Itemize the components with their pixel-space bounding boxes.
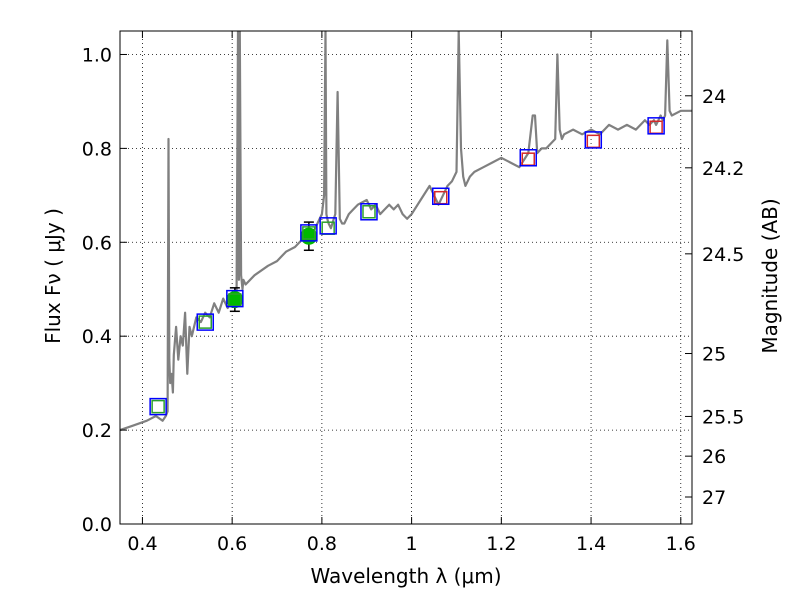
- filter-square-marker: [196, 313, 214, 331]
- x-tick-label: 1.2: [486, 533, 516, 555]
- filter-square-marker: [226, 289, 244, 308]
- axis-ticks: 0.4 0.6 0.8 1 1.2 1.4 1.6 0.0 0.2 0.4 0.6 0.8 1.0 24 2…: [82, 31, 744, 555]
- y-axis-label: Flux Fν ( μJy ): [41, 208, 65, 344]
- filter-square-marker: [149, 397, 167, 416]
- x-tick-label: 0.4: [127, 533, 157, 555]
- right-tick-label: 24.5: [702, 244, 744, 266]
- right-tick-label: 27: [702, 487, 726, 509]
- y-tick-label: 0.8: [82, 138, 112, 160]
- y-tick-label: 0.6: [82, 232, 112, 254]
- x-tick-label: 1: [406, 533, 418, 555]
- right-tick-label: 25.5: [702, 406, 744, 428]
- filter-square-marker: [319, 217, 337, 235]
- x-tick-label: 1.6: [666, 533, 696, 555]
- y-tick-label: 0.0: [82, 514, 112, 536]
- filter-square-marker: [584, 131, 603, 149]
- series-layer: [120, 31, 692, 432]
- filter-square-marker: [586, 134, 601, 149]
- filter-square-marker: [360, 203, 378, 221]
- filter-square-marker: [519, 149, 538, 167]
- filter-square-marker: [300, 224, 318, 242]
- x-tick-label: 0.8: [307, 533, 337, 555]
- sed-line: [120, 31, 692, 432]
- filter-square-marker: [198, 315, 212, 329]
- filter-square-marker: [362, 205, 376, 219]
- right-axis-label: Magnitude (AB): [758, 198, 782, 353]
- y-tick-label: 0.4: [82, 326, 112, 348]
- x-tick-label: 0.6: [217, 533, 247, 555]
- y-tick-label: 0.2: [82, 420, 112, 442]
- filter-square-marker: [432, 187, 450, 206]
- plot-frame: [119, 30, 693, 525]
- right-tick-label: 26: [702, 446, 726, 468]
- filter-square-marker: [647, 117, 665, 135]
- right-tick-label: 25: [702, 344, 726, 366]
- x-axis-label: Wavelength λ (μm): [310, 564, 501, 588]
- x-tick-label: 1.4: [576, 533, 606, 555]
- filter-square-marker: [302, 226, 316, 240]
- grid: [120, 31, 692, 525]
- right-tick-label: 24.2: [702, 158, 744, 180]
- right-tick-label: 24: [702, 86, 726, 108]
- y-tick-label: 1.0: [82, 44, 112, 66]
- filter-square-marker: [151, 399, 165, 414]
